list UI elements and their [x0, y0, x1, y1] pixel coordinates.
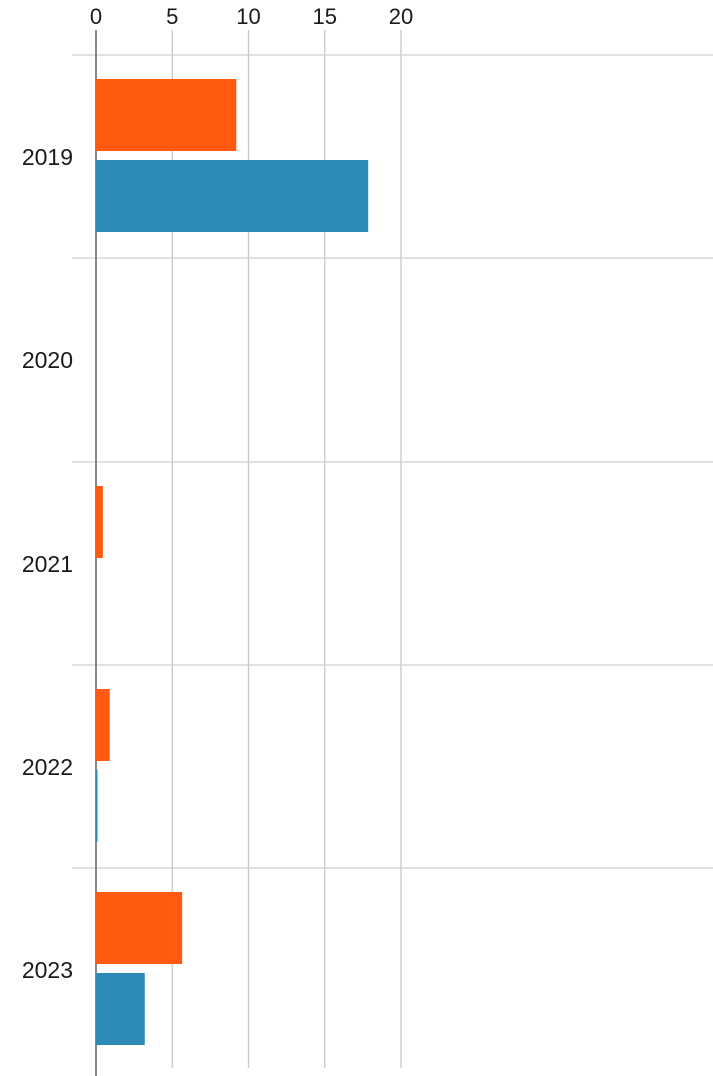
- category-label-2019: 2019: [22, 144, 73, 170]
- x-tick-label: 5: [166, 4, 178, 29]
- category-labels: 2019 2020 2021 2022 2023: [22, 144, 73, 983]
- bar-2022-series-1: [96, 689, 110, 761]
- category-label-2022: 2022: [22, 754, 73, 780]
- bar-2019-series-1: [96, 79, 237, 151]
- x-tick-label: 10: [236, 4, 260, 29]
- x-tick-label: 0: [90, 4, 102, 29]
- category-label-2023: 2023: [22, 957, 73, 983]
- bar-2021-series-1: [96, 486, 103, 558]
- bar-2022-series-2: [96, 770, 98, 842]
- bar-2019-series-2: [96, 160, 369, 232]
- bars-layer: [96, 79, 369, 1045]
- x-tick-label: 15: [313, 4, 337, 29]
- category-label-2020: 2020: [22, 347, 73, 373]
- x-tick-label: 20: [389, 4, 413, 29]
- category-label-2021: 2021: [22, 551, 73, 577]
- x-axis-tick-labels: 0 5 10 15 20: [90, 4, 413, 29]
- bar-2023-series-2: [96, 973, 145, 1045]
- bar-2023-series-1: [96, 892, 183, 964]
